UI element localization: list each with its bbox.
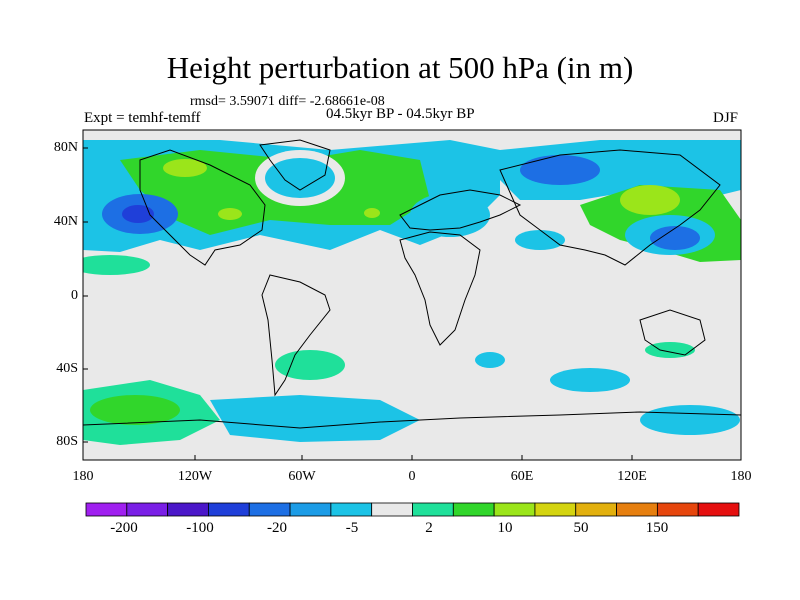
colorbar-swatch [493, 502, 536, 517]
contour-blue-japan [650, 226, 700, 250]
colorbar-swatch [616, 502, 658, 517]
colorbar-swatch [697, 502, 740, 517]
colorbar-swatch [371, 502, 413, 517]
contour-cyan-so [210, 395, 420, 442]
colorbar-swatch [289, 502, 332, 517]
contour-darkblue-pacific [122, 205, 154, 223]
colorbar-label: -5 [345, 520, 359, 536]
colorbar-swatch [126, 502, 169, 517]
colorbar-label: -20 [267, 520, 287, 536]
colorbar-label: 2 [425, 520, 433, 536]
lon-tick-label: 180 [72, 469, 94, 484]
lat-tick-label: 0 [71, 288, 78, 303]
stats-label: rmsd= 3.59071 diff= -2.68661e-08 [190, 94, 385, 109]
lon-tick-label: 60E [510, 469, 534, 484]
period-label: 04.5kyr BP - 04.5kyr BP [326, 106, 475, 122]
lon-tick-label: 180 [730, 469, 752, 484]
contour-yellowgreen-asia [620, 185, 680, 215]
contour-blue-eurasia [520, 155, 600, 185]
contour-yellowgreen-arctic [163, 159, 207, 177]
colorbar-swatch [534, 502, 577, 517]
lat-tick-label: 80N [53, 140, 78, 155]
colorbar-label: -200 [110, 520, 138, 536]
axis-ticks [83, 147, 633, 460]
contour-yellowgreen-na [218, 208, 242, 220]
colorbar-swatch [85, 502, 128, 517]
colorbar-swatch [575, 502, 617, 517]
coastlines [83, 139, 741, 429]
colorbar-label: 50 [573, 520, 589, 536]
experiment-label: Expt = temhf-temff [84, 110, 201, 126]
season-label: DJF [713, 110, 739, 126]
contour-teal-sa [275, 350, 345, 380]
contour-cyan-arabia [515, 230, 565, 250]
lat-tick-label: 80S [56, 434, 78, 449]
map-title: Height perturbation at 500 hPa (in m) [166, 50, 634, 85]
colorbar [85, 502, 740, 517]
colorbar-swatch [452, 502, 495, 517]
colorbar-swatch [208, 502, 250, 517]
colorbar-swatch [412, 502, 454, 517]
colorbar-swatch [167, 502, 209, 517]
colorbar-swatch [248, 502, 291, 517]
lon-tick-label: 60W [288, 469, 316, 484]
lat-tick-label: 40S [56, 361, 78, 376]
contour-cyan-europe [410, 193, 490, 237]
contour-green-so-w [90, 395, 180, 425]
contour-cyan-atl-s [475, 352, 505, 368]
colorbar-label: 150 [645, 520, 669, 536]
lat-tick-label: 40N [53, 214, 78, 229]
contour-yellowgreen-atl [364, 208, 380, 218]
contour-cyan-greenland [265, 158, 335, 198]
lon-tick-label: 120E [617, 469, 647, 484]
colorbar-label: 10 [497, 520, 513, 536]
contour-cyan-io [550, 368, 630, 392]
contour-field [83, 130, 741, 460]
colorbar-swatch [330, 502, 373, 517]
contour-cyan-so-e [640, 405, 740, 435]
lon-tick-label: 0 [408, 469, 416, 484]
colorbar-label: -100 [186, 520, 214, 536]
lon-tick-label: 120W [177, 469, 213, 484]
contour-teal-tropics [83, 255, 150, 275]
colorbar-swatch [656, 502, 699, 517]
